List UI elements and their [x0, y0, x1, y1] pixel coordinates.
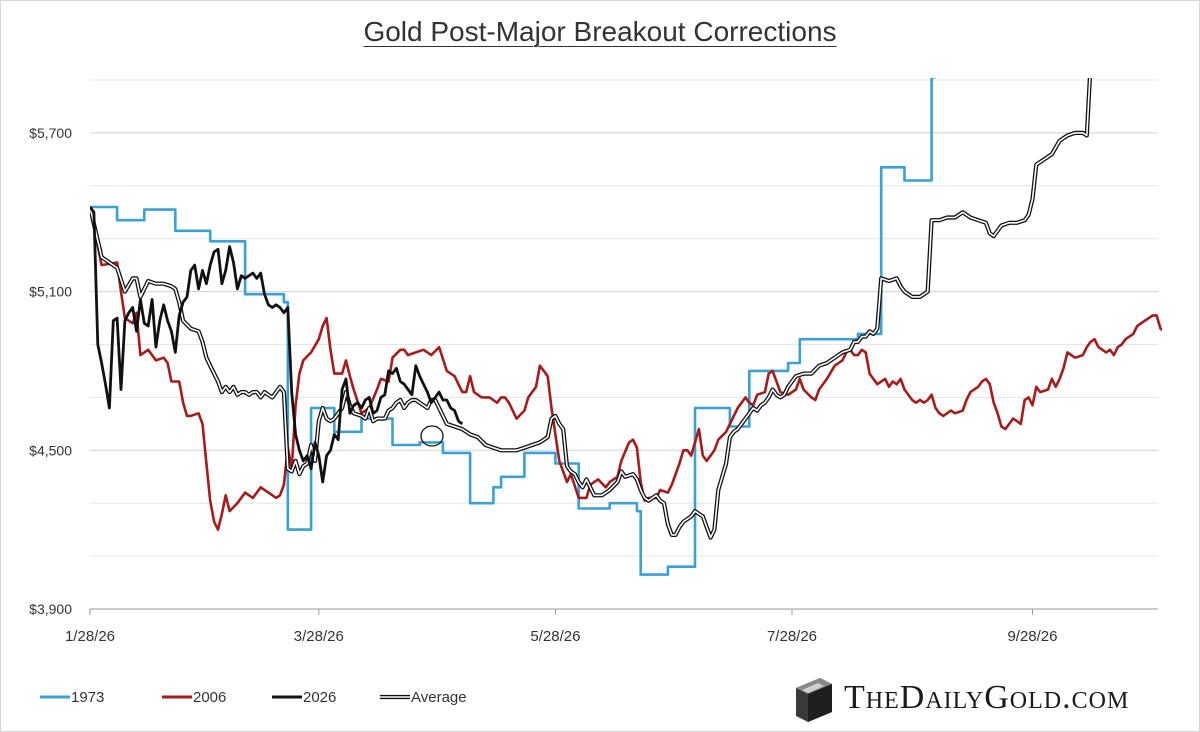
x-tick-label: 7/28/26: [767, 628, 817, 645]
y-tick-label: $5,700: [29, 125, 72, 141]
legend-item-2026: 2026: [272, 689, 336, 706]
series-line-2026: [90, 206, 464, 484]
series-1973: [90, 78, 936, 576]
series-line-average-outer: [90, 78, 1092, 540]
legend-label: Average: [411, 689, 467, 706]
axes: $3,900 $4,500 $5,100 $5,700 1/28/26 3/28/26 5/…: [29, 125, 1158, 645]
highlight-circle: [420, 425, 444, 447]
series-average: [90, 78, 1092, 540]
legend: 1973 2006 2026 Average: [40, 689, 467, 706]
legend-item-average: Average: [380, 689, 467, 706]
series-line-2006: [90, 206, 1162, 531]
logo-text: TheDailyGold.com: [844, 679, 1130, 716]
y-tick-label: $3,900: [29, 601, 72, 617]
gridlines: [90, 79, 1158, 557]
y-tick-label: $5,100: [29, 284, 72, 300]
x-tick-label: 1/28/26: [65, 628, 115, 645]
legend-item-2006: 2006: [162, 689, 226, 706]
x-tick-label: 9/28/26: [1007, 628, 1057, 645]
series-2026: [90, 206, 464, 484]
gold-bar-logo-icon: [796, 678, 832, 722]
legend-item-1973: 1973: [40, 689, 104, 706]
y-tick-label: $4,500: [29, 442, 72, 458]
chart-title: Gold Post-Major Breakout Corrections: [363, 16, 837, 47]
legend-label: 2026: [303, 689, 336, 706]
x-tick-label: 5/28/26: [530, 628, 580, 645]
legend-label: 2006: [193, 689, 226, 706]
legend-label: 1973: [71, 689, 104, 706]
series-line-average-inner: [90, 78, 1091, 539]
series-2006: [90, 206, 1162, 531]
series-line-1973: [90, 78, 936, 576]
series-lines: [90, 78, 1162, 576]
x-tick-label: 3/28/26: [294, 628, 344, 645]
annotation-circle: [420, 425, 444, 447]
thedailygold-logo: TheDailyGold.com: [790, 668, 1190, 728]
